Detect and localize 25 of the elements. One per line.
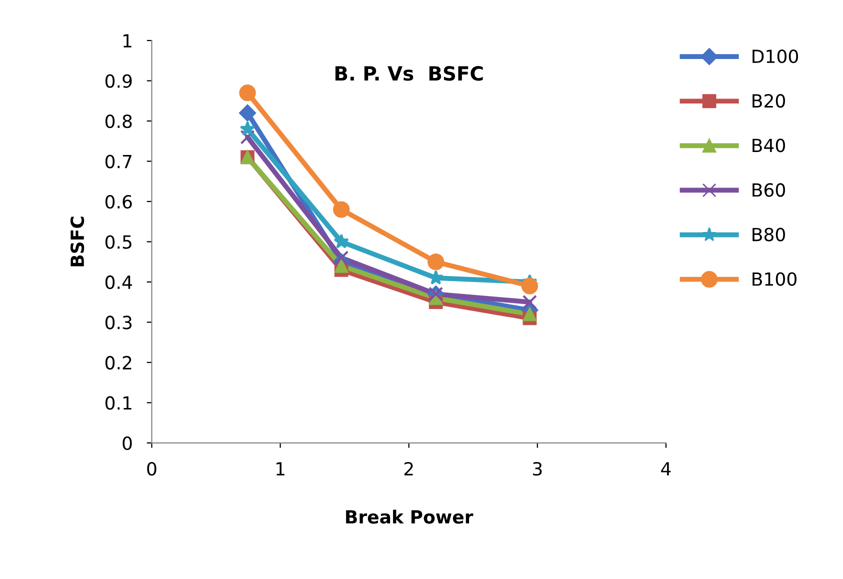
legend-label: B60	[752, 183, 785, 197]
y-tick-label: 0.3	[105, 316, 132, 330]
x-tick-label: 0	[147, 462, 156, 476]
legend-label: D100	[752, 49, 798, 64]
legend-label: B100	[752, 272, 796, 286]
x-tick-label: 2	[404, 462, 413, 476]
y-tick-label: 0.5	[105, 235, 132, 249]
legend-label: B40	[752, 138, 785, 152]
x-axis-title: Break Power	[346, 510, 474, 524]
y-tick-label: 0.6	[105, 194, 132, 209]
y-tick-label: 0.4	[105, 275, 132, 290]
x-tick-label: 4	[661, 462, 671, 476]
x-tick-label: 3	[533, 462, 542, 476]
y-tick-label: 0.7	[105, 154, 132, 168]
y-tick-label: 0.1	[105, 396, 132, 410]
y-tick-label: 0.8	[105, 114, 132, 128]
legend-label: B80	[752, 228, 785, 242]
y-tick-label: 0	[122, 436, 132, 450]
y-tick-label: 0.2	[105, 356, 132, 370]
y-axis-title: BSFC	[70, 216, 84, 266]
x-tick-label: 1	[276, 462, 284, 476]
text: B. P. Vs BSFC	[335, 66, 483, 81]
y-tick-label: 1	[123, 34, 132, 48]
legend-label: B20	[752, 94, 785, 108]
y-tick-label: 0.9	[105, 74, 132, 88]
